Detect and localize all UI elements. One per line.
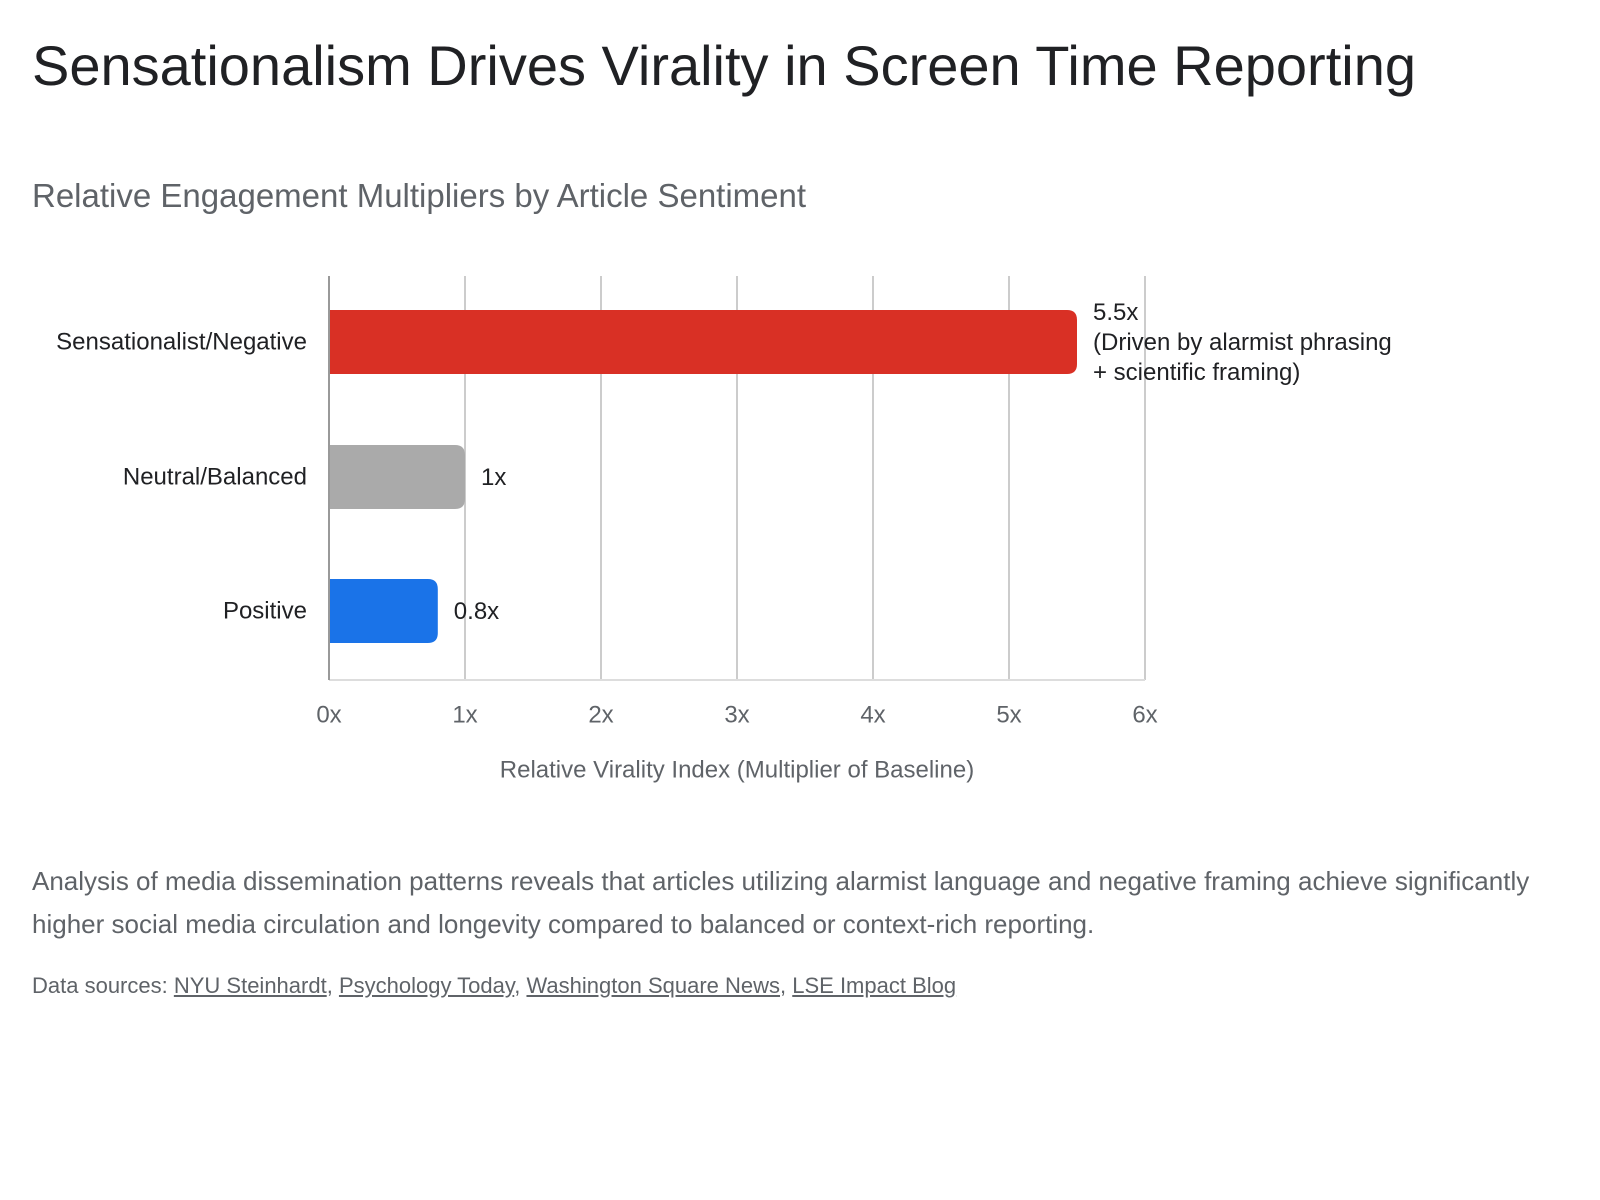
source-link-lse-impact-blog[interactable]: LSE Impact Blog	[792, 973, 957, 998]
x-tick-label-3: 3x	[724, 702, 749, 729]
data-sources: Data sources: NYU Steinhardt, Psychology…	[32, 973, 957, 998]
value-label-2: 0.8x	[454, 598, 499, 625]
page-title: Sensationalism Drives Virality in Screen…	[32, 34, 1416, 97]
value-label-0-line-0: 5.5x	[1093, 299, 1138, 326]
source-link-washington-square-news[interactable]: Washington Square News	[526, 973, 781, 998]
bar-2	[329, 579, 438, 643]
category-label-2: Positive	[223, 598, 307, 625]
bar-chart: Sensationalist/Negative 5.5x (Driven by al…	[56, 276, 1392, 784]
bar-0	[329, 310, 1077, 374]
x-tick-label-6: 6x	[1132, 702, 1157, 729]
x-axis-title: Relative Virality Index (Multiplier of B…	[500, 757, 974, 784]
value-label-2-line-0: 0.8x	[454, 598, 499, 625]
value-label-0-line-2: + scientific framing)	[1093, 359, 1300, 386]
x-tick-label-0: 0x	[316, 702, 341, 729]
value-label-0-line-1: (Driven by alarmist phrasing	[1093, 329, 1392, 356]
value-label-0: 5.5x (Driven by alarmist phrasing + scient…	[1093, 299, 1392, 386]
source-link-nyu-steinhardt[interactable]: NYU Steinhardt	[173, 973, 327, 998]
value-label-1: 1x	[481, 464, 506, 491]
value-label-1-line-0: 1x	[481, 464, 506, 491]
source-link-psychology-today[interactable]: Psychology Today	[338, 973, 515, 998]
x-tick-label-2: 2x	[588, 702, 613, 729]
x-tick-label-1: 1x	[452, 702, 477, 729]
category-label-1: Neutral/Balanced	[123, 464, 307, 491]
sources-prefix: Data sources:	[32, 973, 174, 998]
chart-title: Relative Engagement Multipliers by Artic…	[32, 177, 807, 214]
bar-1	[329, 445, 465, 509]
x-tick-label-4: 4x	[860, 702, 885, 729]
x-tick-label-5: 5x	[996, 702, 1021, 729]
chart-description: Analysis of media dissemination patterns…	[32, 866, 1530, 939]
category-label-0: Sensationalist/Negative	[56, 329, 307, 356]
